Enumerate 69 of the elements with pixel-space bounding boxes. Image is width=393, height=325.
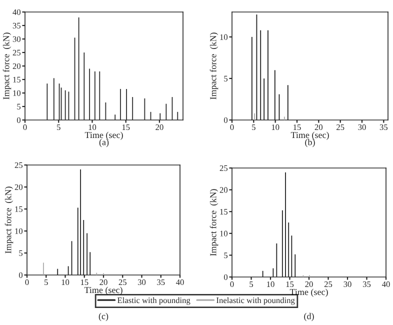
- x-axis-title: Time (sec): [84, 132, 123, 140]
- x-tick-label: 20: [314, 124, 323, 130]
- y-tick-label: 5: [224, 76, 228, 82]
- y-tick-label: 10: [220, 230, 228, 236]
- text: (b): [305, 138, 315, 148]
- y-tick-label: 35: [12, 22, 21, 28]
- y-tick-label: 0: [224, 117, 228, 123]
- y-tick-label: 0: [16, 117, 21, 123]
- y-tick-label: 15: [15, 206, 23, 212]
- x-tick-label: 40: [382, 281, 390, 288]
- x-tick-label: 10: [88, 124, 96, 130]
- y-tick-label: 15: [13, 76, 21, 82]
- x-tick-label: 0: [230, 124, 234, 130]
- x-tick-label: 15: [286, 281, 294, 288]
- x-tick-label: 30: [344, 281, 352, 288]
- x-tick-label: 5: [250, 281, 254, 288]
- legend-label: Inelastic with pounding: [216, 297, 295, 305]
- y-tick-label: 20: [12, 63, 21, 69]
- x-axis-title: Time (sec): [290, 132, 329, 140]
- x-tick-label: 5: [57, 124, 60, 130]
- y-tick-label: 40: [12, 9, 21, 15]
- y-tick-label: 15: [220, 208, 228, 215]
- text: (c): [98, 312, 108, 322]
- y-tick-label: 5: [17, 104, 21, 110]
- text: (a): [99, 138, 109, 148]
- x-tick-label: 25: [336, 124, 344, 130]
- y-axis-title: Impact force (kN): [210, 189, 218, 256]
- x-tick-label: 0: [25, 279, 29, 286]
- y-tick-label: 25: [14, 162, 23, 168]
- x-axis-title: Time (sec): [290, 288, 328, 297]
- x-tick-label: 35: [362, 281, 371, 288]
- x-tick-label: 20: [305, 281, 313, 288]
- x-axis-title: Time (sec): [84, 286, 122, 295]
- x-tick-label: 15: [80, 279, 88, 286]
- y-axis-title: Impact force (kN): [4, 186, 14, 254]
- x-tick-label: 10: [272, 124, 280, 130]
- x-tick-label: 5: [252, 124, 256, 130]
- y-tick-label: 5: [19, 250, 23, 256]
- x-tick-label: 35: [380, 124, 388, 130]
- x-tick-label: 20: [100, 279, 108, 286]
- y-tick-label: 25: [220, 165, 228, 171]
- y-tick-label: 30: [12, 36, 21, 42]
- x-tick-label: 0: [23, 124, 27, 130]
- x-tick-label: 30: [358, 124, 366, 130]
- text: (d): [304, 312, 314, 322]
- y-tick-label: 20: [220, 187, 228, 193]
- y-tick-label: 0: [18, 272, 23, 278]
- x-tick-label: 25: [324, 281, 332, 288]
- x-tick-label: 0: [230, 281, 234, 288]
- legend-label: Elastic with pounding: [117, 297, 190, 305]
- y-tick-label: 10: [13, 90, 21, 96]
- x-tick-label: 15: [122, 124, 130, 130]
- x-tick-label: 40: [176, 279, 184, 286]
- y-axis-title: Impact force (kN): [210, 32, 218, 100]
- y-axis-title: Impact force (kN): [2, 32, 12, 100]
- y-tick-label: 25: [12, 50, 21, 56]
- x-tick-label: 5: [44, 279, 48, 286]
- y-tick-label: 10: [15, 228, 23, 234]
- x-tick-label: 20: [156, 124, 164, 130]
- x-tick-label: 10: [267, 281, 274, 288]
- x-tick-label: 15: [294, 124, 301, 130]
- x-tick-label: 30: [138, 279, 146, 286]
- x-tick-label: 10: [62, 279, 70, 286]
- x-tick-label: 35: [157, 279, 165, 286]
- y-tick-label: 10: [220, 34, 228, 40]
- y-tick-label: 20: [14, 184, 23, 190]
- y-tick-label: 5: [224, 252, 228, 258]
- y-tick-label: 0: [224, 274, 228, 280]
- x-tick-label: 25: [118, 279, 126, 286]
